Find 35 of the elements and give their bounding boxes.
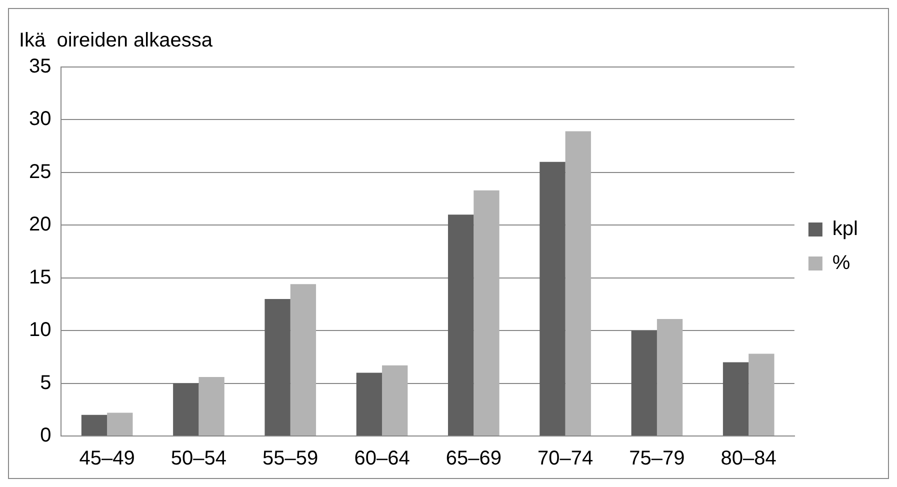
- chart-title: Ikä oireiden alkaessa: [19, 30, 214, 52]
- y-tick-label: 10: [28, 319, 52, 342]
- bar: [565, 131, 591, 436]
- bar: [382, 365, 408, 436]
- x-tick-label: 45–49: [79, 448, 135, 470]
- legend-label: %: [832, 252, 850, 274]
- bar: [631, 330, 657, 436]
- x-tick-label: 70–74: [538, 448, 594, 470]
- x-tick-label: 65–69: [446, 448, 502, 470]
- bar: [448, 214, 474, 436]
- y-tick-label: 20: [28, 214, 52, 236]
- bar: [474, 190, 500, 436]
- bar: [656, 318, 683, 436]
- bar: [290, 284, 316, 436]
- x-tick-label: 75–79: [629, 448, 685, 470]
- bar: [264, 298, 290, 436]
- bar: [540, 162, 566, 436]
- y-tick-label: 25: [28, 160, 52, 183]
- x-tick-label: 55–59: [262, 448, 318, 470]
- y-tick-label: 30: [28, 108, 52, 130]
- bar: [722, 362, 749, 436]
- y-tick-label: 35: [28, 56, 52, 78]
- bar: [748, 354, 774, 436]
- bar: [107, 412, 133, 436]
- x-tick-label: 80–84: [720, 448, 776, 470]
- bar: [81, 414, 108, 436]
- bar: [356, 372, 382, 436]
- bar: [173, 383, 199, 436]
- y-tick-label: 15: [28, 266, 52, 288]
- bar: [198, 376, 224, 436]
- y-tick-label: 5: [40, 372, 52, 394]
- x-tick-label: 60–64: [354, 448, 410, 470]
- x-tick-label: 50–54: [170, 448, 227, 470]
- y-tick-label: 0: [40, 424, 52, 447]
- legend-label: kpl: [832, 218, 858, 240]
